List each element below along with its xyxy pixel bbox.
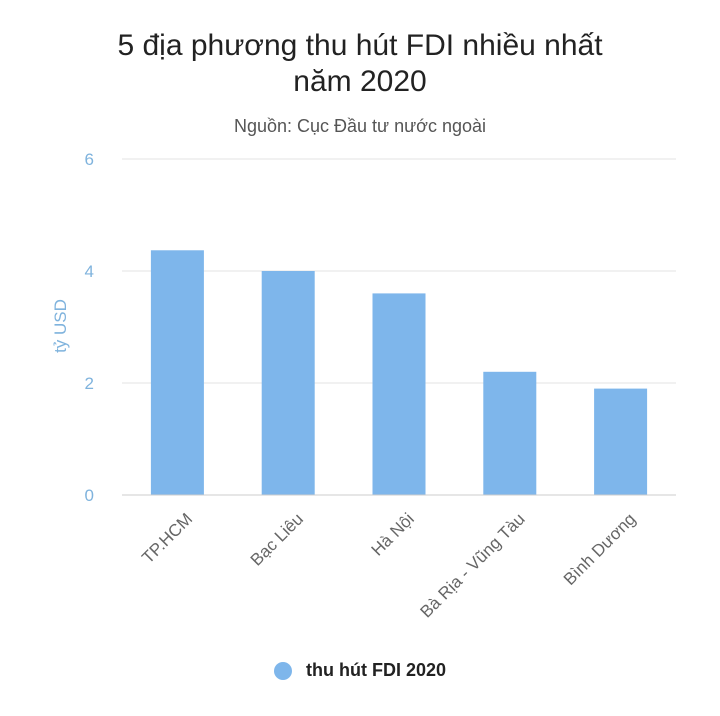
x-tick-label: Hà Nội — [368, 509, 418, 559]
y-axis-ticks: 0 2 4 6 — [85, 150, 94, 505]
chart-subtitle: Nguồn: Cục Đầu tư nước ngoài — [233, 116, 487, 136]
x-tick-label: Bà Rịa - Vũng Tàu — [417, 509, 529, 621]
bar — [150, 250, 204, 495]
chart-title-line-1: 5 địa phương thu hút FDI nhiều nhất — [117, 29, 603, 62]
legend-swatch — [273, 661, 292, 680]
bar — [261, 271, 315, 495]
x-tick-label: Bình Dương — [560, 509, 639, 588]
bar — [372, 293, 426, 495]
legend-label: thu hút FDI 2020 — [305, 660, 446, 680]
bars — [150, 250, 648, 495]
chart-title: 5 địa phương thu hút FDI nhiều nhất năm … — [60, 28, 660, 100]
y-axis-label: tỷ USD — [51, 299, 70, 353]
y-tick-label: 0 — [85, 486, 94, 505]
y-tick-label: 2 — [85, 374, 94, 393]
chart-title-line-2: năm 2020 — [293, 65, 427, 98]
x-tick-label: TP.HCM — [138, 509, 196, 567]
y-tick-label: 6 — [85, 150, 94, 169]
bar — [483, 371, 537, 495]
y-tick-label: 4 — [85, 262, 94, 281]
legend: thu hút FDI 2020 — [0, 660, 720, 681]
x-tick-label: Bạc Liêu — [247, 509, 307, 569]
bar — [594, 388, 648, 495]
